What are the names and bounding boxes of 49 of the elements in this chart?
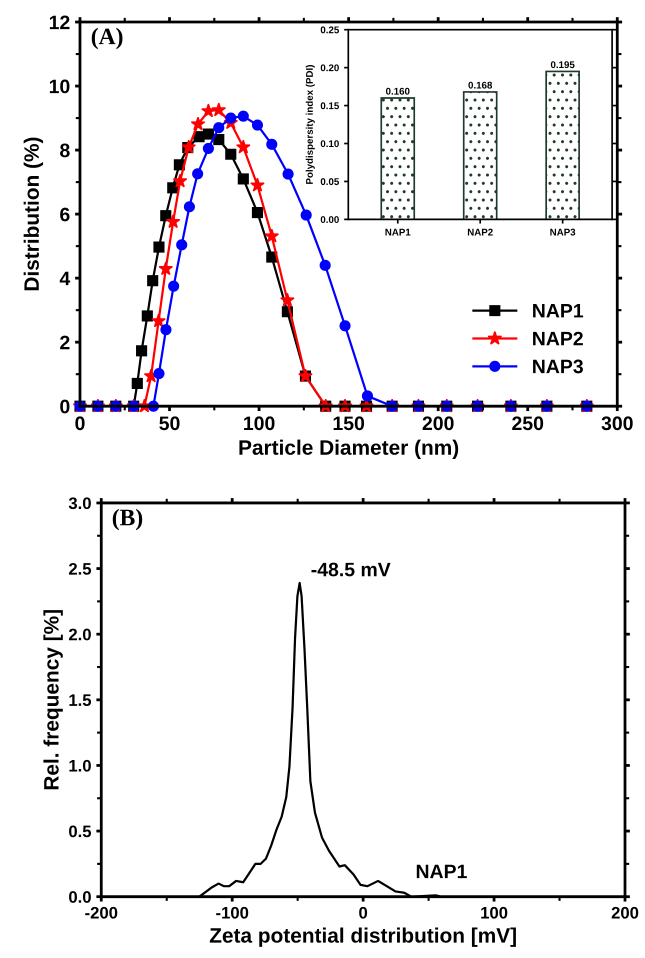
y-tick-label: 0.15 xyxy=(320,102,340,110)
x-tick-label: 0 xyxy=(359,906,368,919)
y-axis-title: Polydispersity index (PDI) xyxy=(306,65,315,184)
x-tick-label: NAP2 xyxy=(468,228,493,236)
y-tick-label: 2 xyxy=(60,336,70,350)
y-tick-label: 1.5 xyxy=(69,694,92,706)
x-tick-label: 250 xyxy=(512,416,544,430)
y-tick-label: 4 xyxy=(60,272,70,286)
y-tick-label: 2.5 xyxy=(68,562,92,575)
legend-label: NAP1 xyxy=(533,304,584,318)
x-tick-label: 100 xyxy=(244,416,274,430)
y-tick-label: 0.0 xyxy=(69,891,91,903)
y-tick-label: 0.10 xyxy=(320,140,339,148)
x-tick-label: -100 xyxy=(216,906,248,919)
x-tick-label: NAP3 xyxy=(550,228,576,236)
x-tick-label: 150 xyxy=(334,416,364,430)
y-tick-label: 0.20 xyxy=(320,64,339,72)
y-tick-label: 6 xyxy=(60,208,70,222)
y-tick-label: 0.00 xyxy=(320,216,339,223)
x-tick-label: -200 xyxy=(85,906,118,919)
y-tick-label: 3.0 xyxy=(68,497,91,510)
data-label: 0.195 xyxy=(550,61,575,68)
series-label: NAP1 xyxy=(416,864,467,878)
data-label: 0.168 xyxy=(468,82,492,89)
chart-title: (B) xyxy=(112,508,142,530)
y-axis-title: Rel. frequency [%] xyxy=(43,610,63,790)
y-tick-label: 1.0 xyxy=(69,760,91,772)
y-tick-label: 0 xyxy=(60,400,70,414)
x-tick-label: 200 xyxy=(422,416,454,430)
y-tick-label: 10 xyxy=(50,80,70,94)
x-axis-title: Zeta potential distribution [mV] xyxy=(210,928,516,947)
y-tick-label: 0.05 xyxy=(320,178,340,186)
legend-label: NAP2 xyxy=(533,332,583,346)
y-tick-label: 12 xyxy=(50,16,70,30)
data-label: 0.160 xyxy=(386,88,410,95)
annotation: -48.5 mV xyxy=(312,562,391,576)
x-tick-label: 100 xyxy=(481,906,508,919)
y-tick-label: 8 xyxy=(60,144,70,158)
y-tick-label: 2.0 xyxy=(68,628,91,640)
x-tick-label: 200 xyxy=(612,906,638,919)
x-tick-label: NAP1 xyxy=(385,228,410,236)
x-axis-title: Particle Diameter (nm) xyxy=(239,440,458,460)
y-axis-title: Distribution (%) xyxy=(24,138,44,290)
y-tick-label: 0.5 xyxy=(69,825,92,838)
legend-label: NAP3 xyxy=(533,360,583,374)
x-tick-label: 50 xyxy=(159,416,180,430)
chart-title: (A) xyxy=(92,28,122,50)
x-tick-label: 300 xyxy=(601,416,633,430)
y-tick-label: 0.25 xyxy=(320,26,340,34)
